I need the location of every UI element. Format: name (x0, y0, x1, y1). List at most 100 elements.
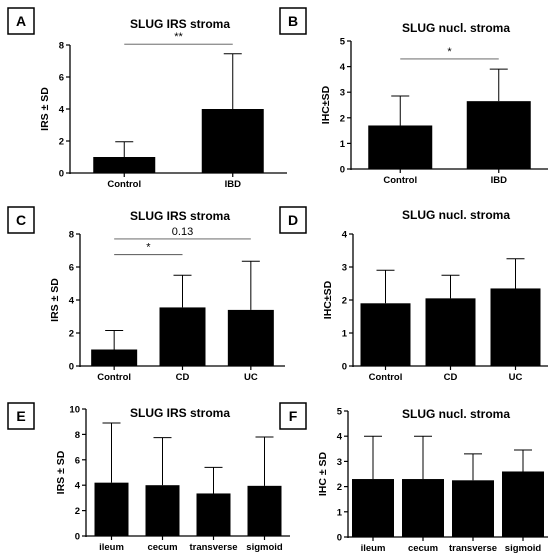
bar (247, 485, 282, 536)
y-axis-label: IRS ± SD (39, 87, 51, 131)
y-tick-label: 3 (340, 88, 345, 99)
y-tick-label: 4 (340, 62, 346, 73)
y-tick-label: 0 (340, 165, 345, 176)
x-tick-label: UC (509, 372, 523, 383)
bar (360, 303, 411, 366)
panel-letter: C (16, 212, 26, 228)
y-tick-label: 0 (75, 532, 80, 543)
y-tick-label: 2 (337, 482, 342, 493)
x-tick-label: transverse (189, 542, 237, 553)
y-tick-label: 4 (342, 230, 348, 241)
panel-letter-box (7, 402, 35, 430)
x-tick-label: sigmoid (246, 542, 283, 553)
bar (196, 493, 231, 536)
panel-f: F SLUG nucl. stroma IHC ± SD 0 1 2 3 4 5 ileum cec… (279, 402, 548, 554)
y-tick-label: 5 (337, 407, 343, 418)
bar (227, 309, 274, 366)
y-tick-label: 2 (75, 506, 80, 517)
x-tick-label: ileum (361, 543, 386, 554)
y-tick-label: 1 (342, 329, 348, 340)
y-tick-label: 3 (337, 457, 342, 468)
y-tick-label: 5 (340, 37, 346, 48)
bar (502, 471, 544, 537)
y-tick-label: 0 (59, 169, 64, 180)
y-tick-label: 1 (340, 139, 346, 150)
y-tick-label: 1 (337, 507, 343, 518)
y-tick-label: 4 (337, 432, 343, 443)
bar (94, 482, 129, 536)
x-tick-label: CD (444, 372, 458, 383)
y-tick-label: 10 (69, 405, 80, 416)
panel-letter: D (288, 212, 298, 228)
panel-d: D SLUG nucl. stroma IHC±SD 0 1 2 3 4 Control CD UC (279, 206, 548, 383)
panel-letter-box (279, 206, 307, 234)
y-tick-label: 0 (69, 362, 74, 373)
y-axis-label: IHC ± SD (317, 451, 329, 496)
chart-title: SLUG nucl. stroma (402, 407, 510, 421)
panel-letter: B (288, 13, 298, 29)
significance-label: * (146, 242, 151, 254)
y-tick-label: 2 (59, 137, 64, 148)
y-tick-label: 2 (342, 296, 347, 307)
x-tick-label: sigmoid (505, 543, 542, 554)
chart-title: SLUG IRS stroma (130, 209, 230, 223)
chart-title: SLUG nucl. stroma (402, 208, 510, 222)
y-tick-label: 8 (75, 430, 80, 441)
x-tick-label: Control (97, 372, 131, 383)
x-tick-label: transverse (449, 543, 497, 554)
y-tick-label: 8 (59, 41, 64, 52)
y-axis-label: IHC±SD (320, 85, 332, 124)
panel-letter-box (279, 7, 307, 35)
panel-letter-box (7, 206, 35, 234)
y-tick-label: 2 (340, 113, 345, 124)
x-tick-label: cecum (408, 543, 438, 554)
x-tick-label: Control (369, 372, 403, 383)
bar (425, 298, 476, 366)
y-tick-label: 4 (69, 296, 75, 307)
bar (352, 479, 394, 537)
panel-e: E SLUG IRS stroma IRS ± SD 0 2 4 6 8 10 ileum cecu… (7, 402, 290, 553)
bar (93, 157, 156, 173)
bar (159, 307, 206, 366)
x-tick-label: Control (383, 175, 417, 186)
chart-title: SLUG nucl. stroma (402, 21, 510, 35)
y-tick-label: 6 (69, 263, 74, 274)
bar (201, 109, 264, 173)
y-axis-label: IHC±SD (322, 280, 334, 319)
panel-b: B SLUG nucl. stroma IHC±SD 0 1 2 3 4 5 Control IBD… (279, 7, 548, 186)
x-tick-label: IBD (225, 179, 242, 190)
bar (452, 480, 494, 537)
y-tick-label: 0 (337, 533, 342, 544)
y-tick-label: 6 (75, 455, 80, 466)
y-tick-label: 4 (59, 105, 65, 116)
bar (402, 479, 444, 537)
x-tick-label: UC (244, 372, 258, 383)
significance-label: ** (174, 31, 183, 43)
panel-letter: F (289, 408, 298, 424)
chart-title: SLUG IRS stroma (130, 17, 230, 31)
x-tick-label: CD (176, 372, 190, 383)
y-tick-label: 2 (69, 329, 74, 340)
panel-c: C SLUG IRS stroma IRS ± SD 0 2 4 6 8 Control CD UC… (7, 206, 285, 383)
significance-label: 0.13 (172, 226, 193, 238)
y-tick-label: 3 (342, 263, 347, 274)
bar (466, 101, 531, 169)
x-tick-label: cecum (147, 542, 177, 553)
y-tick-label: 8 (69, 230, 74, 241)
bar (490, 288, 541, 366)
panel-letter: E (16, 408, 25, 424)
y-axis-label: IRS ± SD (49, 278, 61, 322)
y-tick-label: 6 (59, 73, 64, 84)
y-axis-label: IRS ± SD (55, 450, 67, 494)
x-tick-label: ileum (99, 542, 124, 553)
x-tick-label: Control (107, 179, 141, 190)
y-tick-label: 0 (342, 362, 347, 373)
chart-title: SLUG IRS stroma (130, 406, 230, 420)
bar (145, 485, 180, 536)
bar (91, 349, 138, 366)
panel-letter-box (279, 402, 307, 430)
panel-a: A SLUG IRS stroma IRS ± SD 0 2 4 6 8 Control IBD *… (7, 7, 287, 190)
x-tick-label: IBD (491, 175, 508, 186)
significance-label: * (447, 46, 452, 58)
